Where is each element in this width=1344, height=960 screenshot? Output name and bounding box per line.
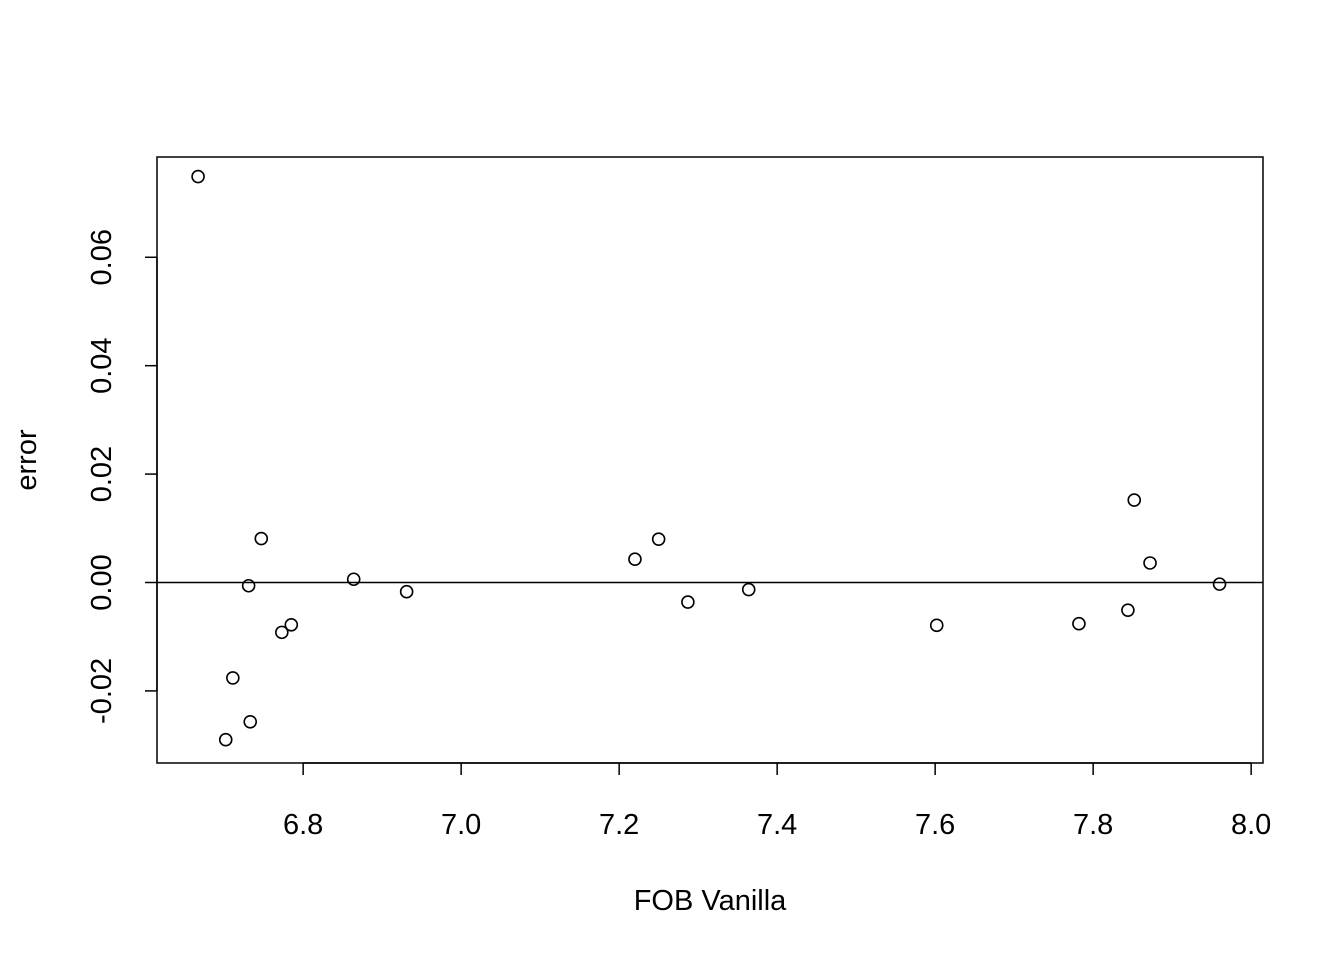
data-point bbox=[275, 625, 289, 640]
data-point bbox=[651, 532, 666, 546]
data-point bbox=[226, 671, 240, 685]
data-point bbox=[681, 595, 695, 609]
y-tick-label: 0.06 bbox=[86, 229, 118, 285]
x-tick-label: 8.0 bbox=[1231, 809, 1271, 841]
y-tick-label: -0.02 bbox=[86, 658, 118, 724]
y-axis: -0.02 0.00 0.02 0.04 0.06 bbox=[86, 229, 158, 724]
data-point bbox=[1212, 577, 1227, 591]
x-axis-label: FOB Vanilla bbox=[634, 885, 787, 917]
data-points bbox=[191, 169, 1227, 747]
data-point bbox=[191, 169, 205, 184]
y-tick-label: 0.00 bbox=[86, 554, 118, 610]
data-point bbox=[346, 572, 361, 587]
data-point bbox=[1127, 493, 1142, 507]
data-point bbox=[741, 582, 756, 597]
data-point bbox=[241, 578, 256, 593]
x-tick-label: 7.8 bbox=[1073, 809, 1113, 841]
x-axis: 6.8 7.0 7.2 7.4 7.6 7.8 8.0 bbox=[283, 762, 1271, 841]
data-point bbox=[628, 552, 642, 566]
x-tick-label: 7.4 bbox=[757, 809, 797, 841]
data-point bbox=[929, 618, 944, 633]
data-point bbox=[254, 531, 269, 546]
x-tick-label: 6.8 bbox=[283, 809, 323, 841]
data-point bbox=[399, 584, 414, 599]
x-tick-label: 7.0 bbox=[441, 809, 481, 841]
data-point bbox=[1121, 603, 1135, 617]
y-tick-label: 0.02 bbox=[86, 446, 118, 502]
x-tick-label: 7.6 bbox=[915, 809, 955, 841]
y-axis-label: error bbox=[11, 429, 43, 491]
data-point bbox=[1072, 616, 1086, 631]
y-tick-label: 0.04 bbox=[86, 337, 118, 393]
x-tick-label: 7.2 bbox=[599, 809, 639, 841]
data-point bbox=[243, 715, 258, 729]
plot-box bbox=[156, 156, 1264, 764]
data-point bbox=[1143, 556, 1157, 570]
data-point bbox=[284, 617, 299, 632]
data-point bbox=[218, 732, 233, 747]
